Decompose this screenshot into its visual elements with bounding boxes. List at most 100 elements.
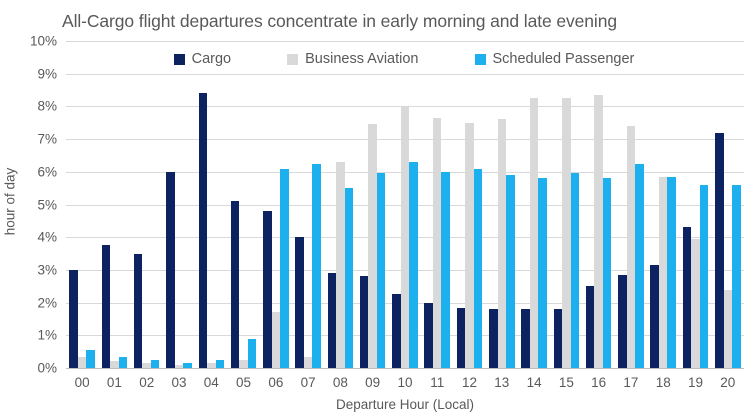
x-axis-tick-13: 13 [494,375,510,390]
bar-20-sp[interactable] [732,184,741,368]
y-axis-tick-5%: 5% [37,197,57,212]
bar-15-ba[interactable] [562,98,571,368]
bar-20-cargo[interactable] [715,132,724,368]
x-axis-tick-12: 12 [462,375,478,390]
bar-10-ba[interactable] [400,106,410,368]
bar-18-ba[interactable] [658,176,668,368]
bar-12-ba[interactable] [465,122,474,368]
bar-group-19 [679,41,711,368]
bar-05-cargo[interactable] [230,201,240,368]
bar-17-cargo[interactable] [618,274,627,368]
x-axis-title: Departure Hour (Local) [335,397,475,412]
x-axis-tick-17: 17 [623,375,639,390]
bar-00-ba[interactable] [77,356,87,368]
legend-item-scheduled-passenger[interactable]: Scheduled Passenger [474,51,635,67]
x-axis-tick-18: 18 [655,375,671,390]
bar-19-sp[interactable] [699,184,709,368]
bar-10-sp[interactable] [409,162,418,368]
bar-13-ba[interactable] [497,119,507,368]
bar-15-sp[interactable] [570,173,580,368]
bar-09-sp[interactable] [376,173,386,368]
bar-19-ba[interactable] [691,238,700,368]
bar-11-cargo[interactable] [424,302,433,368]
bar-01-sp[interactable] [118,356,128,368]
bar-08-sp[interactable] [344,188,354,368]
bar-16-ba[interactable] [594,94,603,368]
bar-10-cargo[interactable] [392,294,401,368]
bar-06-cargo[interactable] [263,211,272,368]
bar-04-sp[interactable] [215,359,225,368]
bar-03-sp[interactable] [183,363,192,368]
bar-04-ba[interactable] [207,363,216,368]
bar-12-cargo[interactable] [456,307,466,368]
y-axis-tick-3%: 3% [37,262,57,278]
bar-13-sp[interactable] [506,175,515,368]
bar-group-13 [486,41,518,368]
x-axis-tick-05: 05 [236,375,252,390]
legend-item-cargo[interactable]: Cargo [173,51,231,67]
bar-08-cargo[interactable] [327,273,337,368]
bar-14-ba[interactable] [529,98,539,368]
bar-group-05 [227,41,259,368]
bar-group-11 [421,41,453,368]
bar-02-cargo[interactable] [133,253,143,368]
bar-16-sp[interactable] [602,178,612,368]
bar-14-sp[interactable] [538,178,547,368]
bar-group-00 [66,41,98,368]
bar-05-ba[interactable] [239,359,248,368]
bar-08-ba[interactable] [336,162,345,368]
bar-11-ba[interactable] [432,117,442,368]
y-axis-tick-8%: 8% [37,98,57,114]
bar-13-cargo[interactable] [489,309,498,368]
bar-06-sp[interactable] [280,168,289,368]
bar-07-ba[interactable] [303,356,313,368]
legend-label-scheduled-passenger: Scheduled Passenger [492,51,635,67]
bar-group-12 [453,41,485,368]
legend-item-business-aviation[interactable]: Business Aviation [287,51,419,67]
bar-01-ba[interactable] [110,361,119,368]
bar-16-cargo[interactable] [585,286,595,368]
plot-area [66,41,744,369]
bar-07-cargo[interactable] [295,237,304,368]
bar-20-ba[interactable] [723,289,733,368]
bar-02-sp[interactable] [150,359,160,368]
x-axis-tick-06: 06 [268,375,284,390]
bar-03-cargo[interactable] [166,171,175,368]
bar-group-10 [389,41,421,368]
y-axis-tick-9%: 9% [37,66,57,82]
bar-17-sp[interactable] [635,163,644,368]
bar-11-sp[interactable] [441,171,450,368]
bar-06-ba[interactable] [271,312,281,368]
bar-groups [66,41,744,368]
legend-swatch-business-aviation [287,53,299,65]
bar-19-cargo[interactable] [682,227,692,368]
bar-04-cargo[interactable] [198,93,208,368]
bar-00-cargo[interactable] [69,269,78,368]
bar-02-ba[interactable] [142,363,151,368]
bar-00-sp[interactable] [86,350,95,368]
legend-swatch-scheduled-passenger [474,53,486,65]
bar-18-cargo[interactable] [650,265,659,368]
x-axis-tick-09: 09 [365,375,381,390]
x-axis-tick-10: 10 [397,375,413,390]
bar-01-cargo[interactable] [101,245,111,368]
x-axis-tick-04: 04 [203,375,219,390]
x-axis-tick-08: 08 [332,375,348,390]
bar-17-ba[interactable] [626,126,636,368]
bar-15-cargo[interactable] [553,309,563,368]
bar-12-sp[interactable] [473,168,483,368]
bar-03-ba[interactable] [174,364,184,368]
y-axis-tick-labels: 10% 9% 8% 7% 6% 5% 4% 3% 2% 1% 0% [20,0,62,420]
axis-baseline [66,367,744,369]
y-axis-tick-6%: 6% [37,164,57,180]
bar-14-cargo[interactable] [521,309,530,368]
bar-group-02 [131,41,163,368]
bar-09-ba[interactable] [368,124,377,368]
bar-18-sp[interactable] [667,176,676,368]
x-axis-tick-02: 02 [139,375,155,390]
y-axis-title-text: hour of day [2,167,18,235]
bar-07-sp[interactable] [312,163,321,368]
bar-05-sp[interactable] [247,338,257,368]
bar-09-cargo[interactable] [359,276,369,368]
